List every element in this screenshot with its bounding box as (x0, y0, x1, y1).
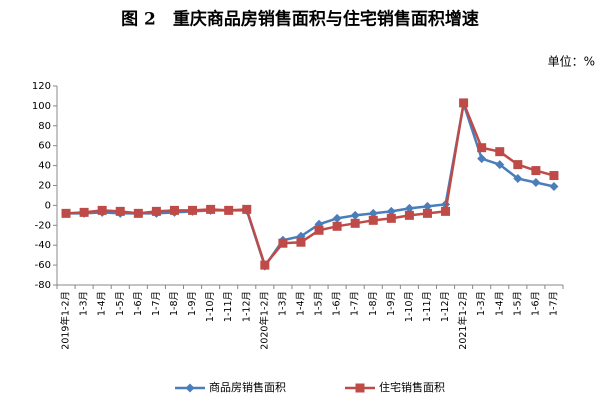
point (477, 154, 487, 164)
series-line (66, 103, 555, 269)
legend-label: 商品房销售面积 (209, 380, 286, 394)
point (531, 166, 541, 176)
y-tick-label: -80 (35, 280, 51, 291)
y-tick-label: 20 (38, 181, 51, 192)
x-tick-label: 1-4月 (97, 291, 108, 316)
point (314, 225, 324, 235)
point (355, 383, 365, 393)
point (296, 237, 306, 247)
x-tick-label: 1-8月 (169, 291, 180, 316)
point (206, 204, 216, 214)
point (422, 208, 432, 218)
x-tick-label: 1-3月 (79, 291, 90, 316)
point (386, 213, 396, 223)
point (97, 205, 107, 215)
point (242, 204, 252, 214)
point (332, 213, 342, 223)
x-tick-label: 1-10月 (404, 291, 415, 322)
point (495, 160, 505, 170)
point (404, 203, 414, 213)
y-tick-label: -60 (35, 260, 51, 271)
point (151, 206, 161, 216)
y-tick-label: 100 (32, 101, 51, 112)
point (350, 218, 360, 228)
point (386, 206, 396, 216)
x-tick-label: 1-4月 (295, 291, 306, 316)
point (404, 210, 414, 220)
x-tick-label: 1-12月 (241, 291, 252, 322)
x-tick-label: 1-11月 (422, 291, 433, 322)
y-tick-label: -20 (35, 220, 51, 231)
x-tick-label: 1-5月 (512, 291, 523, 316)
y-tick-label: 0 (45, 200, 51, 211)
point (115, 206, 125, 216)
x-tick-label: 1-6月 (133, 291, 144, 316)
x-tick-label: 1-6月 (332, 291, 343, 316)
point (332, 221, 342, 231)
x-tick-label: 1-3月 (476, 291, 487, 316)
x-tick-label: 1-7月 (350, 291, 361, 316)
y-tick-label: 80 (38, 121, 51, 132)
legend-label: 住宅销售面积 (379, 380, 445, 394)
point (79, 207, 89, 217)
point (368, 215, 378, 225)
point (350, 210, 360, 220)
point (260, 260, 270, 270)
point (441, 206, 451, 216)
x-tick-label: 1-4月 (494, 291, 505, 316)
y-tick-label: 120 (32, 81, 51, 92)
x-tick-label: 2019年1-2月 (60, 291, 72, 350)
point (169, 205, 179, 215)
x-tick-label: 1-11月 (223, 291, 234, 322)
point (185, 383, 195, 393)
point (513, 174, 523, 184)
series-line (65, 98, 555, 268)
chart-title: 图 2 重庆商品房销售面积与住宅销售面积增速 (121, 9, 479, 30)
point (61, 208, 71, 218)
x-tick-label: 1-9月 (386, 291, 397, 316)
point (459, 98, 469, 108)
x-tick-label: 1-7月 (151, 291, 162, 316)
point (224, 205, 234, 215)
y-tick-label: 40 (38, 161, 51, 172)
point (188, 205, 198, 215)
point (477, 143, 487, 153)
x-tick-label: 1-9月 (187, 291, 198, 316)
x-tick-label: 1-6月 (530, 291, 541, 316)
y-tick-label: -40 (35, 240, 51, 251)
x-tick-label: 1-10月 (205, 291, 216, 322)
point (513, 160, 523, 170)
unit-label: 单位：% (548, 54, 595, 69)
x-tick-label: 2020年1-2月 (258, 291, 270, 350)
x-tick-label: 1-5月 (314, 291, 325, 316)
point (133, 208, 143, 218)
point (422, 201, 432, 211)
point (278, 238, 288, 248)
x-tick-label: 2021年1-2月 (457, 291, 469, 350)
x-tick-label: 1-3月 (277, 291, 288, 316)
point (531, 178, 541, 188)
point (549, 181, 559, 191)
x-tick-label: 1-12月 (440, 291, 451, 322)
x-tick-label: 1-8月 (368, 291, 379, 316)
point (495, 147, 505, 157)
x-tick-label: 1-7月 (548, 291, 559, 316)
point (368, 208, 378, 218)
x-tick-label: 1-5月 (115, 291, 126, 316)
point (549, 171, 559, 181)
y-tick-label: 60 (38, 141, 51, 152)
